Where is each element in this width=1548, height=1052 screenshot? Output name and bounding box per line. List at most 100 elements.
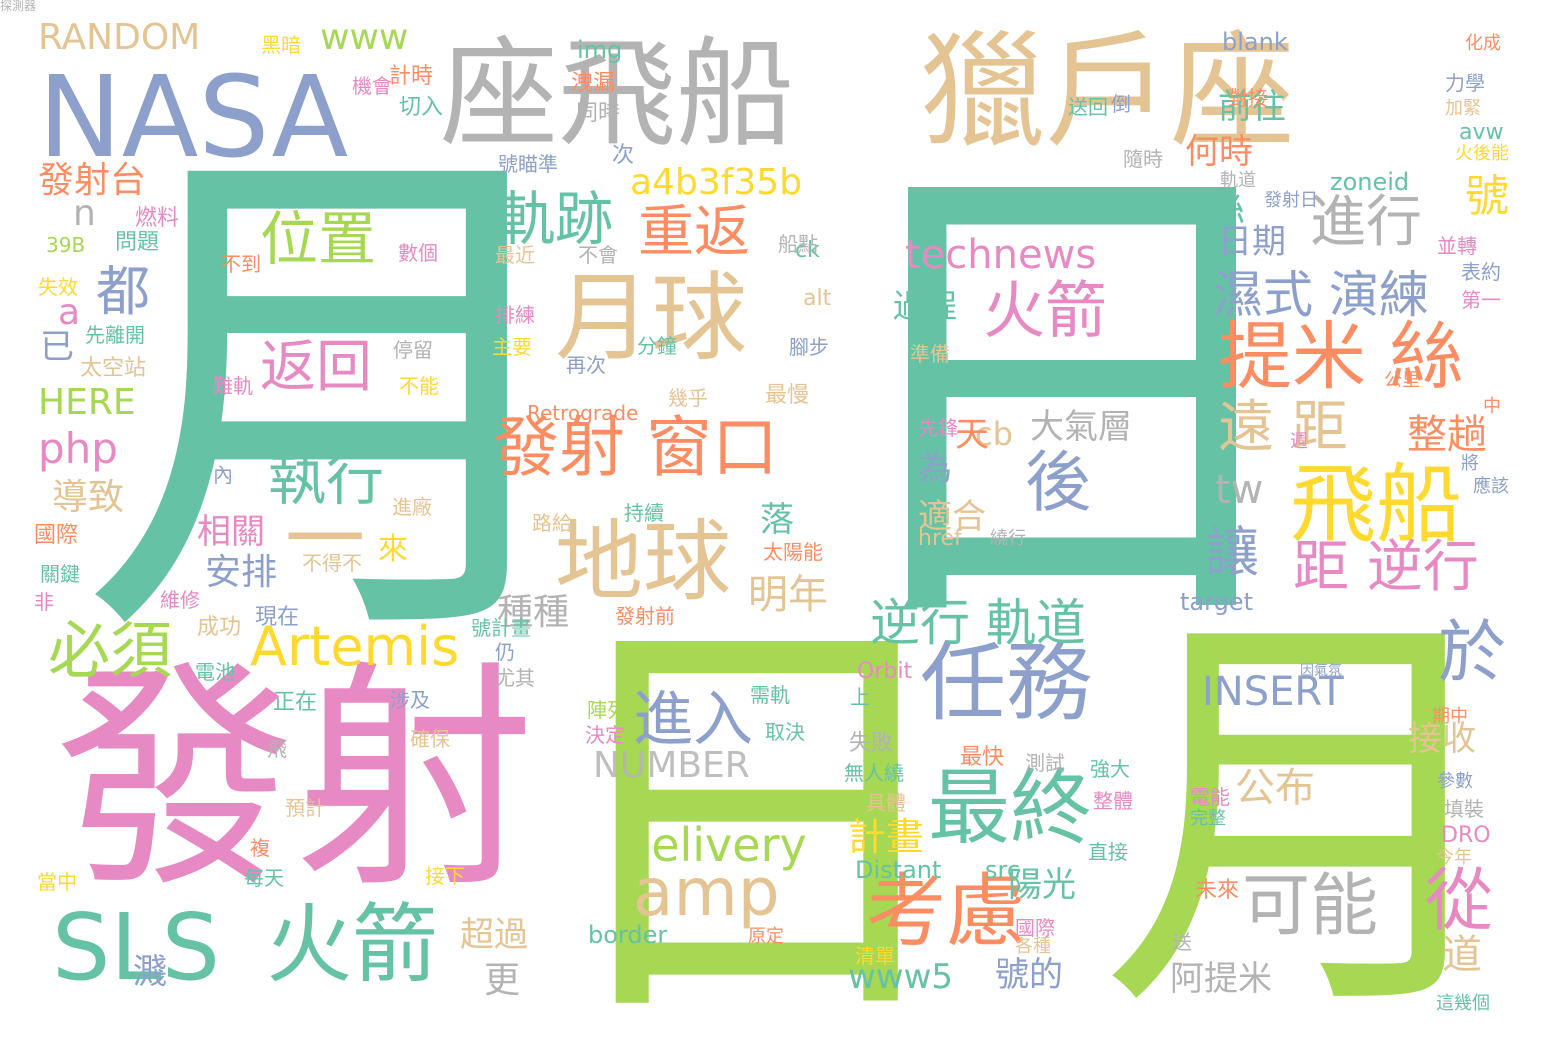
cloud-word-cjk-66: 整趟 bbox=[1407, 412, 1487, 458]
cloud-word-cjk-1: 日 bbox=[820, 109, 1320, 691]
cloud-word-cjk-33: 逆行 軌道 bbox=[870, 594, 1086, 652]
cloud-word-cjk-16: 發射 窗口 bbox=[493, 409, 778, 486]
cloud-word-retrograde-87: Retrograde bbox=[527, 401, 639, 425]
cloud-word-src-93: src bbox=[985, 856, 1021, 884]
cloud-word-cjk-125: 非 bbox=[34, 590, 54, 614]
cloud-word-avw-96: avw bbox=[1459, 120, 1504, 145]
cloud-word-cjk-3: 日 bbox=[540, 575, 970, 1052]
cloud-word-cjk-148: 分鐘 bbox=[637, 334, 677, 358]
cloud-word-cjk-101: 機會 bbox=[352, 74, 392, 98]
cloud-word-cjk-170: 各種 bbox=[1015, 936, 1051, 957]
cloud-word-cjk-179: 倒 bbox=[1111, 92, 1131, 116]
cloud-word-cjk-118: 進廠 bbox=[392, 495, 432, 519]
cloud-word-cjk-47: 號的 bbox=[995, 955, 1063, 995]
cloud-word-cjk-188: 中 bbox=[1483, 396, 1501, 417]
cloud-word-cjk-79: 大氣層 bbox=[1030, 407, 1132, 447]
cloud-word-cjk-105: 號瞄準 bbox=[498, 152, 558, 176]
cloud-word-cjk-31: 濕式 演練 bbox=[1213, 266, 1429, 324]
cloud-word-cjk-167: 整體 bbox=[1093, 789, 1133, 813]
cloud-word-cjk-76: 種種 bbox=[497, 592, 570, 633]
cloud-word-cjk-61: 前往 bbox=[1218, 87, 1286, 127]
cloud-word-cjk-106: 黑暗 bbox=[261, 33, 301, 57]
cloud-word-cjk-110: 數個 bbox=[398, 241, 438, 265]
cloud-word-cjk-134: 涉及 bbox=[390, 688, 430, 712]
cloud-word-href-92: href bbox=[918, 526, 962, 551]
cloud-word-ck-94: ck bbox=[795, 238, 820, 263]
cloud-word-zoneid-84: zoneid bbox=[1330, 168, 1410, 196]
cloud-word-cjk-123: 國際 bbox=[34, 523, 79, 548]
cloud-word-number-43: NUMBER bbox=[593, 745, 750, 786]
cloud-word-cjk-107: 燃料 bbox=[135, 206, 180, 231]
cloud-word-cjk-192: 力學 bbox=[1445, 71, 1485, 95]
cloud-word-cjk-176: 送 bbox=[1172, 930, 1192, 954]
cloud-word-cjk-68: 接收 bbox=[1408, 719, 1476, 759]
cloud-word-alt-95: alt bbox=[803, 286, 832, 311]
cloud-word-cjk-177: 對接 bbox=[1228, 86, 1268, 110]
cloud-word-cjk-75: 計畫 bbox=[848, 815, 925, 859]
cloud-word-cjk-189: 將 bbox=[1461, 453, 1479, 474]
cloud-word-cjk-146: 主要 bbox=[492, 335, 532, 359]
cloud-word-cjk-198: 今年 bbox=[1436, 847, 1472, 868]
cloud-word-cjk-0: 月 bbox=[80, 97, 600, 703]
cloud-word-cjk-182: 發射日 bbox=[1264, 190, 1318, 211]
cloud-word-cjk-70: 阿提米 bbox=[1170, 959, 1272, 999]
cloud-word-cjk-18: 後 bbox=[1025, 444, 1091, 521]
cloud-word-cjk-195: 期中 bbox=[1432, 706, 1468, 727]
cloud-word-cjk-82: 為 bbox=[918, 449, 952, 489]
cloud-word-cjk-99: 計時 bbox=[389, 64, 434, 89]
cloud-word-target-86: target bbox=[1180, 588, 1253, 616]
cloud-word-insert-41: INSERT bbox=[1202, 669, 1344, 715]
cloud-word-orbit-88: Orbit bbox=[857, 659, 913, 684]
cloud-word-cjk-26: 返回 bbox=[260, 335, 372, 400]
cloud-word-cjk-63: 日期 bbox=[1218, 222, 1286, 262]
cloud-word-cjk-62: 何時 bbox=[1185, 132, 1253, 172]
cloud-word-cjk-102: 洩漏 bbox=[571, 71, 616, 96]
cloud-word-cjk-71: 超過 bbox=[460, 915, 528, 955]
cloud-word-cjk-51: 來 bbox=[378, 532, 408, 567]
cloud-word-cjk-145: 排練 bbox=[495, 303, 535, 327]
cloud-word-cjk-10: 任務 bbox=[920, 633, 1092, 733]
cloud-word-dro-97: DRO bbox=[1441, 823, 1491, 848]
cloud-word-cjk-9: 地球 bbox=[555, 510, 732, 613]
cloud-word-cjk-34: 必須 bbox=[48, 614, 173, 687]
cloud-word-cjk-161: 失敗 bbox=[849, 731, 894, 756]
cloud-word-php-56: php bbox=[38, 424, 118, 473]
cloud-word-cjk-131: 仍 bbox=[495, 640, 515, 664]
cloud-word-cjk-168: 直接 bbox=[1088, 840, 1128, 864]
cloud-word-cjk-36: 從 bbox=[1425, 862, 1494, 941]
cloud-word-cjk-141: 當中 bbox=[37, 870, 77, 894]
cloud-word-cjk-194: 火後能 bbox=[1455, 143, 1509, 164]
cloud-word-cjk-173: 電能 bbox=[1190, 785, 1230, 809]
cloud-word-cjk-115: 難軌 bbox=[213, 374, 253, 398]
cloud-word-cjk-139: 複 bbox=[250, 836, 270, 860]
cloud-word-www5-46: www5 bbox=[848, 957, 954, 997]
cloud-word-cjk-111: 失效 bbox=[38, 275, 78, 299]
cloud-word-39b-98: 39B bbox=[46, 233, 86, 257]
cloud-word-cjk-166: 強大 bbox=[1090, 757, 1130, 781]
cloud-word-cjk-53: 明年 bbox=[748, 572, 828, 618]
cloud-word-cjk-193: 加緊 bbox=[1445, 98, 1481, 119]
cloud-word-cjk-17: 提米 絲 bbox=[1218, 314, 1464, 400]
cloud-word-cjk-78: 相關 bbox=[197, 512, 265, 552]
cloud-word-cjk-143: 最近 bbox=[495, 243, 535, 267]
cloud-word-cjk-23: 進入 bbox=[633, 685, 753, 755]
cloud-word-cjk-135: 正在 bbox=[273, 690, 318, 715]
cloud-word-cjk-104: 次 bbox=[612, 143, 635, 168]
cloud-word-cjk-152: 船點 bbox=[778, 232, 818, 256]
cloud-word-img-91: img bbox=[577, 36, 623, 64]
cloud-word-cjk-181: 軌道 bbox=[1220, 170, 1256, 191]
cloud-word-cjk-144: 不會 bbox=[578, 243, 618, 267]
cloud-word-cjk-49: 過程 bbox=[893, 287, 958, 325]
cloud-word-cjk-64: 絲 bbox=[1205, 187, 1245, 233]
cloud-word-here-55: HERE bbox=[38, 382, 136, 423]
cloud-word-technews-40: technews bbox=[905, 232, 1097, 278]
cloud-word-cjk-158: 需軌 bbox=[750, 683, 790, 707]
cloud-word-cjk-28: 重返 bbox=[638, 200, 750, 265]
cloud-word-distant-89: Distant bbox=[855, 856, 942, 884]
cloud-word-cjk-130: 號計畫 bbox=[471, 616, 531, 640]
cloud-word-cjk-73: 濺 bbox=[133, 952, 167, 992]
cloud-word-artemis-22: Artemis bbox=[250, 615, 460, 678]
cloud-word-cjk-124: 關鍵 bbox=[40, 562, 80, 586]
cloud-word-cjk-171: 清單 bbox=[855, 944, 895, 968]
cloud-word-cjk-19: 火箭 bbox=[983, 274, 1108, 347]
